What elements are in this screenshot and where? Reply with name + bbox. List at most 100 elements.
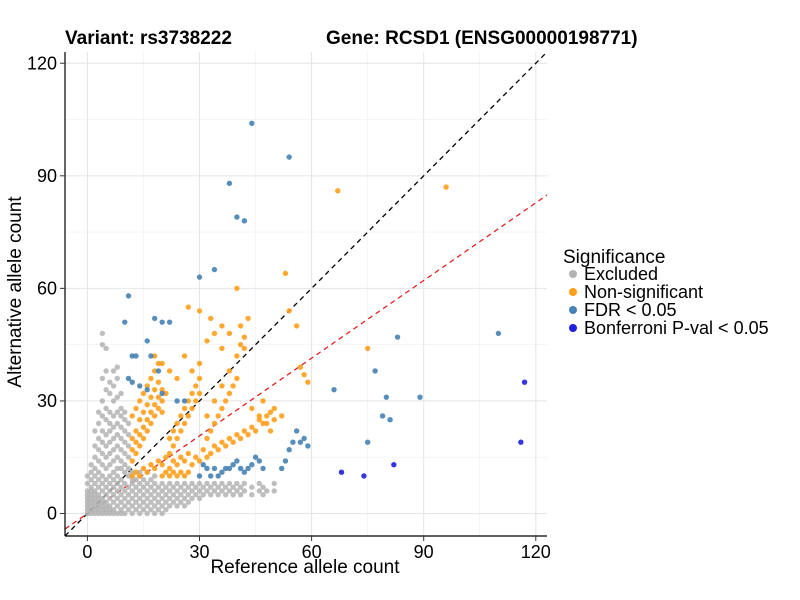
point-non-significant: [264, 420, 270, 427]
point-excluded: [110, 469, 117, 475]
point-non-significant: [133, 439, 139, 445]
point-non-significant: [305, 379, 311, 385]
point-excluded: [88, 469, 94, 475]
point-excluded: [99, 462, 106, 468]
point-excluded: [189, 488, 195, 494]
point-fdr-0-05: [125, 293, 132, 299]
point-non-significant: [208, 450, 214, 457]
point-excluded: [107, 428, 113, 434]
title-variant: Variant: rs3738222: [65, 28, 232, 49]
point-excluded: [122, 462, 128, 468]
point-excluded: [107, 450, 113, 457]
point-excluded: [103, 454, 109, 460]
point-excluded: [122, 439, 128, 445]
point-excluded: [103, 431, 109, 438]
point-excluded: [103, 492, 109, 498]
point-non-significant: [230, 383, 236, 389]
point-fdr-0-05: [144, 338, 150, 344]
point-excluded: [110, 492, 117, 498]
point-excluded: [264, 488, 270, 494]
point-non-significant: [137, 473, 143, 479]
point-non-significant: [193, 398, 199, 404]
point-excluded: [163, 492, 169, 498]
point-fdr-0-05: [196, 473, 203, 479]
point-excluded: [107, 390, 113, 397]
point-fdr-0-05: [129, 379, 135, 385]
point-non-significant: [151, 413, 158, 419]
point-excluded: [110, 507, 117, 513]
point-excluded: [144, 495, 150, 502]
point-non-significant: [252, 428, 259, 434]
point-excluded: [219, 480, 225, 487]
point-excluded: [140, 484, 147, 490]
point-non-significant: [226, 330, 233, 337]
point-excluded: [170, 499, 177, 505]
point-excluded: [151, 473, 158, 479]
point-excluded: [129, 510, 135, 517]
point-non-significant: [249, 424, 255, 430]
point-non-significant: [286, 308, 292, 314]
point-non-significant: [133, 469, 139, 475]
point-non-significant: [196, 308, 203, 314]
point-excluded: [222, 492, 229, 498]
point-excluded: [125, 507, 132, 513]
point-excluded: [129, 503, 135, 509]
point-fdr-0-05: [394, 334, 401, 340]
point-excluded: [92, 495, 98, 502]
point-excluded: [114, 364, 121, 370]
point-excluded: [166, 503, 173, 509]
point-excluded: [95, 484, 102, 490]
point-excluded: [103, 477, 109, 483]
point-non-significant: [181, 458, 188, 464]
point-excluded: [196, 495, 203, 502]
point-excluded: [84, 495, 91, 502]
point-non-significant: [185, 469, 192, 475]
point-non-significant: [204, 413, 210, 419]
point-excluded: [103, 386, 109, 393]
point-excluded: [118, 510, 124, 517]
point-fdr-0-05: [372, 368, 378, 374]
point-non-significant: [166, 465, 173, 472]
point-non-significant: [245, 315, 251, 322]
point-excluded: [122, 510, 128, 517]
point-excluded: [88, 492, 94, 498]
point-excluded: [88, 510, 94, 517]
point-excluded: [144, 480, 150, 487]
point-excluded: [140, 499, 147, 505]
x-tick-label: 60: [302, 542, 322, 562]
point-non-significant: [166, 473, 173, 479]
point-non-significant: [196, 390, 203, 397]
point-excluded: [107, 473, 113, 479]
point-fdr-0-05: [260, 465, 266, 472]
point-excluded: [92, 428, 98, 434]
point-non-significant: [151, 353, 158, 359]
point-excluded: [230, 492, 236, 498]
title-gene: Gene: RCSD1 (ENSG00000198771): [326, 28, 638, 49]
point-non-significant: [256, 416, 262, 423]
point-excluded: [170, 484, 177, 490]
y-tick-label: 120: [27, 53, 57, 73]
point-fdr-0-05: [286, 447, 292, 453]
point-non-significant: [174, 435, 180, 442]
point-excluded: [84, 507, 91, 513]
point-excluded: [129, 488, 135, 494]
point-fdr-0-05: [174, 398, 180, 404]
point-non-significant: [185, 450, 192, 457]
point-excluded: [256, 488, 262, 494]
point-excluded: [114, 409, 121, 415]
point-non-significant: [148, 409, 154, 415]
point-excluded: [144, 510, 150, 517]
point-fdr-0-05: [245, 465, 251, 472]
point-excluded: [103, 345, 109, 352]
point-excluded: [95, 420, 102, 427]
point-non-significant: [155, 360, 162, 367]
point-excluded: [256, 480, 262, 487]
point-non-significant: [155, 394, 162, 400]
point-excluded: [125, 465, 132, 472]
point-excluded: [178, 499, 184, 505]
point-excluded: [196, 488, 203, 494]
point-excluded: [88, 499, 94, 505]
point-non-significant: [193, 383, 199, 389]
point-fdr-0-05: [159, 390, 165, 397]
point-non-significant: [256, 413, 262, 419]
